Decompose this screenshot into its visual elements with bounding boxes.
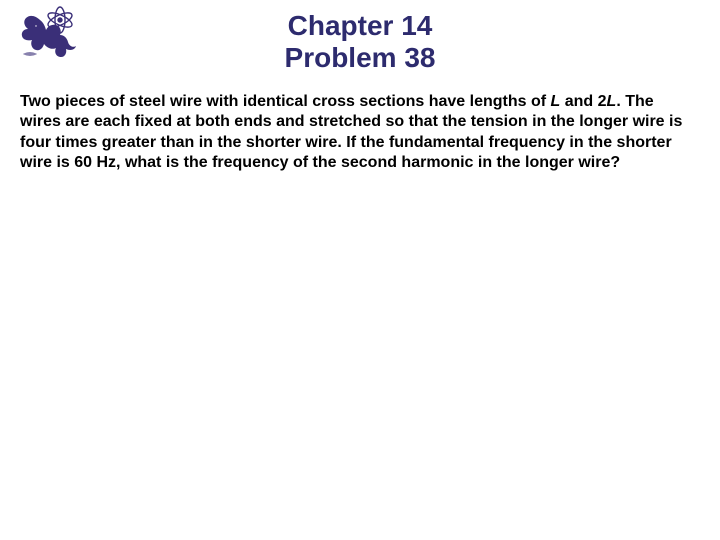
problem-var1: L: [551, 93, 561, 110]
slide-heading: Chapter 14 Problem 38: [0, 0, 720, 74]
heading-line-1: Chapter 14: [0, 10, 720, 42]
heading-line-2: Problem 38: [0, 42, 720, 74]
problem-var2: L: [607, 93, 617, 110]
problem-statement: Two pieces of steel wire with identical …: [20, 92, 692, 174]
problem-seg2: and 2: [560, 93, 606, 110]
lizard-atom-logo: [18, 6, 86, 64]
problem-seg1: Two pieces of steel wire with identical …: [20, 93, 551, 110]
